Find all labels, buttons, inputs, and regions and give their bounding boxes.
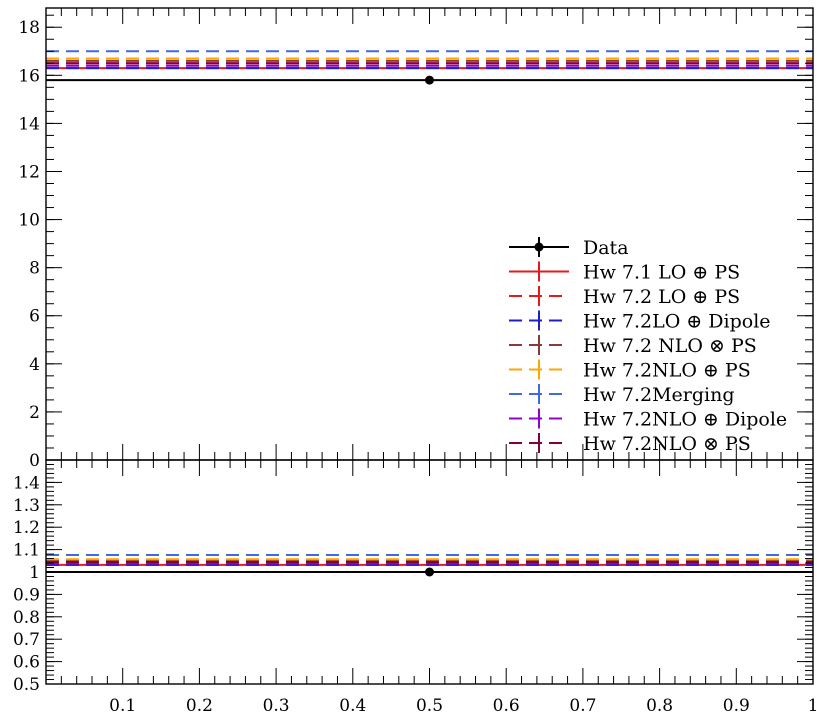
x-tick-label: 1 [808,696,817,716]
ratio-axes: 0.50.60.70.80.911.11.21.31.40.1 0.2 0.3 0.4… [13,459,817,716]
ratio-y-tick-label: 0.7 [13,630,40,650]
ratio-y-tick-label: 0.8 [13,608,40,628]
main-series-lines [46,50,813,85]
ratio-y-tick-label: 1.2 [13,518,40,538]
legend-marker-0 [534,242,544,252]
main-y-tick-label: 0 [29,451,40,471]
ratio-frame [45,459,814,685]
ratio-y-tick-label: 1 [29,563,40,583]
main-y-tick-label: 18 [18,18,40,38]
ratio-series-lines [46,553,813,577]
main-y-tick-label: 16 [18,66,40,86]
ratio-y-tick-label: 1.3 [13,496,40,516]
legend-label-8: Hw 7.2NLO ⊗ PS [583,433,751,455]
x-tick-label: 0.4 [339,696,366,716]
main-y-tick-label: 6 [29,307,40,327]
x-tick-label: 0.6 [493,696,520,716]
x-tick-label: 0.7 [569,696,596,716]
x-tick-label: 0.9 [723,696,750,716]
legend-label-0: Data [583,237,629,259]
legend-label-4: Hw 7.2 NLO ⊗ PS [583,335,757,357]
main-y-tick-label: 4 [29,355,40,375]
legend-label-5: Hw 7.2NLO ⊕ PS [583,360,751,382]
main-y-tick-label: 10 [18,211,40,231]
ratio-y-tick-label: 1.4 [13,473,40,493]
legend-label-6: Hw 7.2Merging [583,384,735,406]
main-y-tick-label: 2 [29,403,40,423]
legend-label-1: Hw 7.1 LO ⊕ PS [583,262,740,284]
main-y-tick-label: 8 [29,259,40,279]
main-data-point [425,75,434,85]
x-tick-label: 0.5 [416,696,443,716]
legend-label-2: Hw 7.2 LO ⊕ PS [583,286,740,308]
legend-label-3: Hw 7.2LO ⊕ Dipole [583,311,771,333]
ratio-panel: 0.50.60.70.80.911.11.21.31.40.1 0.2 0.3 0.4… [13,459,817,716]
ratio-y-tick-label: 0.5 [13,675,40,695]
x-tick-label: 0.8 [646,696,673,716]
ratio-y-tick-label: 0.6 [13,653,40,673]
main-y-tick-label: 12 [18,162,40,182]
ratio-y-tick-label: 1.1 [13,541,40,561]
x-tick-label: 0.1 [109,696,136,716]
legend-label-7: Hw 7.2NLO ⊕ Dipole [583,409,787,431]
ratio-y-tick-label: 0.9 [13,585,40,605]
main-y-tick-label: 14 [18,114,40,134]
ratio-data-point [425,567,434,577]
x-tick-label: 0.3 [263,696,290,716]
x-tick-label: 0.2 [186,696,213,716]
